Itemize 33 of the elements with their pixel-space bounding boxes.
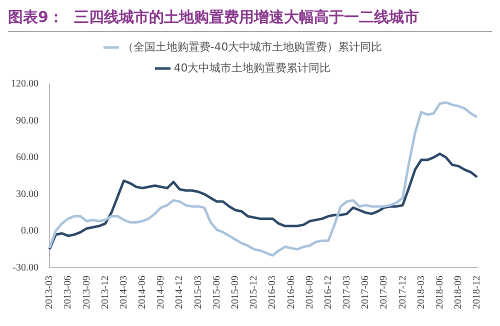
x-tick-label: 2015-12 bbox=[248, 276, 260, 310]
y-tick-label: 120.00 bbox=[11, 78, 38, 90]
x-tick-label: 2013-09 bbox=[81, 276, 92, 310]
x-tick-label: 2015-09 bbox=[230, 276, 241, 310]
x-tick-label: 2013-03 bbox=[44, 276, 56, 310]
x-tick-label: 2013-12 bbox=[100, 276, 111, 310]
x-tick-label: 2014-06 bbox=[137, 276, 148, 310]
x-tick-label: 2016-03 bbox=[267, 276, 278, 310]
x-tick-label: 2014-12 bbox=[174, 276, 186, 310]
x-tick-label: 2017-12 bbox=[397, 276, 408, 310]
x-tick-label: 2018-06 bbox=[434, 276, 446, 310]
x-tick-label: 2018-09 bbox=[453, 276, 464, 310]
x-tick-label: 2014-03 bbox=[118, 276, 130, 310]
x-tick-label: 2015-03 bbox=[192, 276, 204, 310]
x-tick-label: 2018-12 bbox=[472, 276, 483, 310]
x-tick-label: 2018-03 bbox=[416, 276, 427, 310]
x-tick-label: 2017-03 bbox=[342, 276, 353, 310]
x-tick-label: 2016-06 bbox=[286, 276, 297, 310]
x-tick-label: 2017-09 bbox=[378, 276, 390, 310]
legend-label: 40大中城市土地购置费累计同比 bbox=[174, 61, 331, 74]
chart-title: 图表9： 三四线城市的土地购置费用增速大幅高于一二线城市 bbox=[8, 8, 492, 32]
y-tick-label: 90.00 bbox=[16, 115, 38, 126]
x-tick-label: 2016-12 bbox=[322, 276, 334, 310]
y-tick-label: 0.00 bbox=[21, 226, 38, 237]
y-tick-label: 30.00 bbox=[16, 188, 38, 200]
x-tick-label: 2014-09 bbox=[156, 276, 167, 310]
y-tick-label: -30.00 bbox=[12, 262, 38, 274]
x-tick-label: 2015-06 bbox=[211, 276, 222, 310]
x-tick-label: 2017-06 bbox=[360, 276, 372, 310]
x-tick-label: 2016-09 bbox=[304, 276, 316, 310]
y-tick-label: 60.00 bbox=[16, 152, 38, 164]
legend-label: （全国土地购置费-40大中城市土地购置费）累计同比 bbox=[122, 40, 382, 54]
x-tick-label: 2013-06 bbox=[62, 276, 74, 310]
